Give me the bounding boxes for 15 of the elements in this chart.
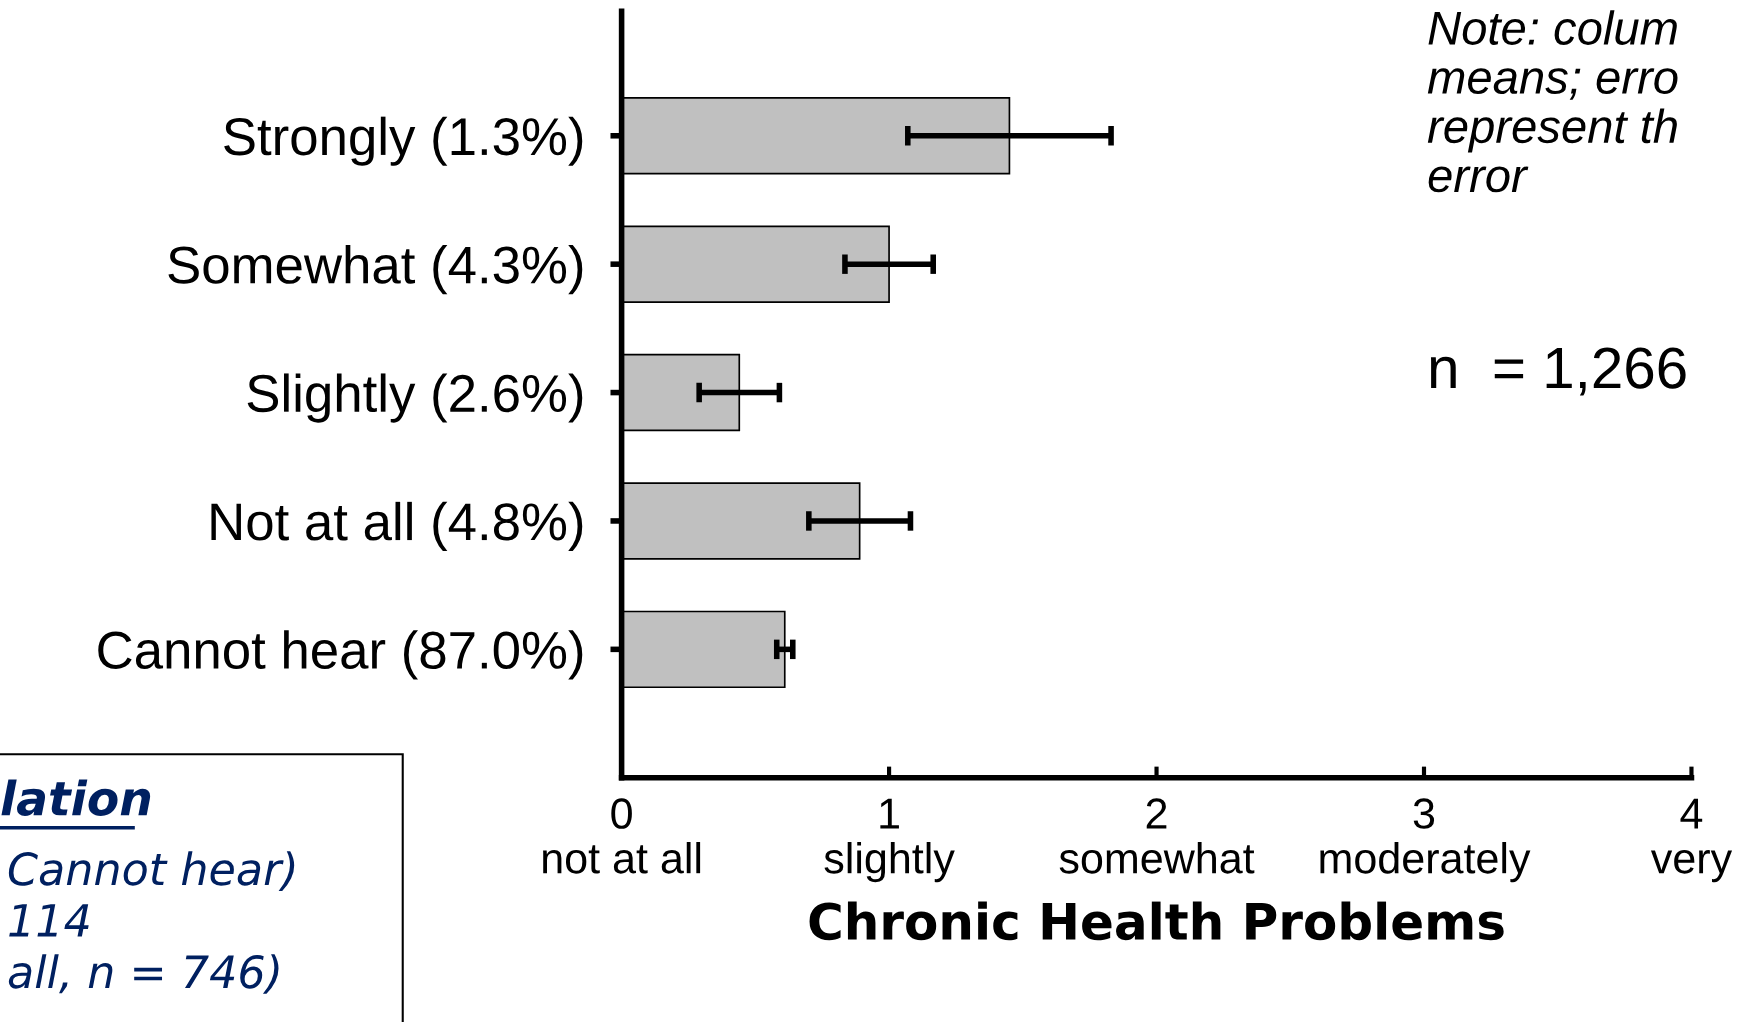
- text: Cannot hear) 114 all, n = 746): [8, 851, 295, 994]
- y-tick-label: Cannot hear (87.0%): [98, 630, 583, 680]
- annotation: Note: colum means; erro represent th error: [1427, 10, 1678, 193]
- y-tick-label: Slightly (2.6%): [247, 373, 583, 423]
- y-tick-label: Not at all (4.8%): [211, 501, 583, 552]
- x-tick-label: 4 very: [1650, 798, 1733, 883]
- y-tick-label: Strongly (1.3%): [224, 116, 583, 166]
- y-tick-label: Somewhat (4.3%): [168, 245, 583, 295]
- x-tick-label: 0 not at all: [543, 798, 701, 874]
- x-axis-title: Chronic Health Problems: [809, 901, 1504, 941]
- x-tick-label: 3 moderately: [1320, 798, 1531, 883]
- text: lation: [1, 779, 151, 816]
- x-tick-label: 1 slightly: [824, 798, 955, 883]
- annotation: n = 1,266: [1430, 347, 1686, 396]
- x-tick-label: 2 somewhat: [1059, 798, 1255, 874]
